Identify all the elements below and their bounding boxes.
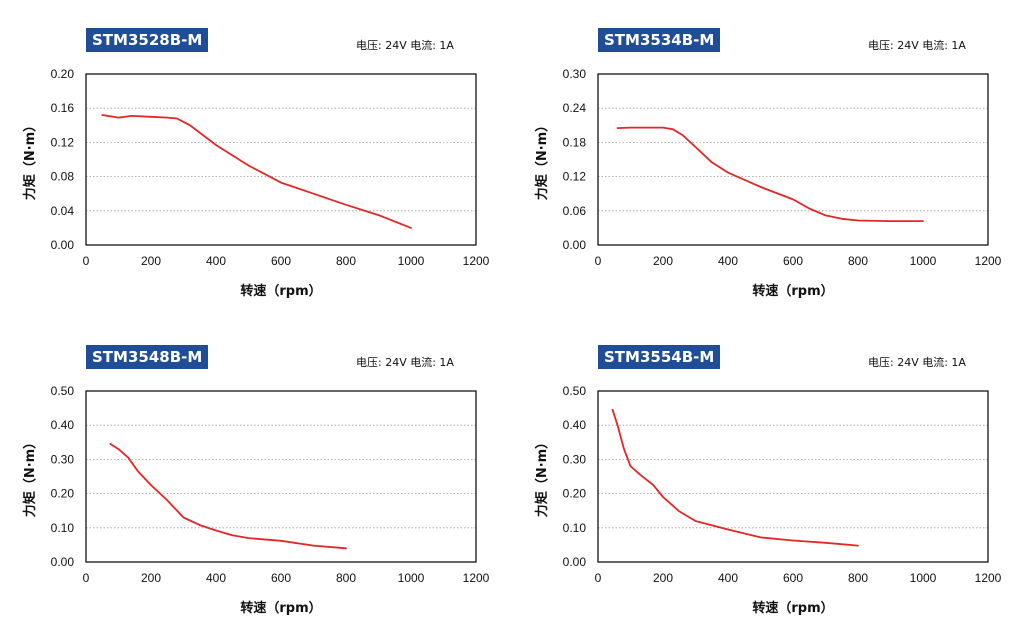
y-tick-label: 0.08 [51, 170, 75, 184]
x-tick-label: 1200 [463, 254, 490, 268]
chart-subtitle: 电压: 24V 电流: 1A [356, 39, 454, 52]
y-tick-label: 0.30 [51, 452, 75, 466]
chart-title: STM3528B-M [86, 28, 209, 52]
y-tick-label: 0.00 [563, 238, 587, 252]
y-tick-label: 0.50 [51, 384, 75, 398]
x-tick-label: 600 [783, 254, 803, 268]
y-axis-label: 力矩（N·m） [22, 119, 38, 200]
chart-subtitle: 电压: 24V 电流: 1A [868, 356, 966, 369]
x-axis-label: 转速（rpm） [752, 283, 833, 299]
x-axis-label: 转速（rpm） [240, 600, 321, 616]
x-tick-label: 0 [595, 571, 602, 585]
y-tick-label: 0.10 [563, 521, 587, 535]
chart-panel-1: STM3534B-M 电压: 24V 电流: 1A 0.00 0.06 0.12 0.… [512, 0, 1024, 319]
y-tick-label: 0.06 [563, 204, 587, 218]
plot-frame [85, 390, 477, 563]
x-tick-label: 600 [271, 254, 291, 268]
y-tick-label: 0.30 [563, 67, 587, 81]
y-tick-label: 0.00 [563, 555, 587, 569]
y-tick-label: 0.00 [51, 555, 75, 569]
y-tick-label: 0.50 [563, 384, 587, 398]
x-tick-label: 200 [653, 254, 673, 268]
y-tick-label: 0.00 [51, 238, 75, 252]
chart-title: STM3548B-M [86, 345, 209, 369]
series-line [611, 408, 859, 547]
y-tick-label: 0.30 [563, 452, 587, 466]
x-axis-label: 转速（rpm） [240, 283, 321, 299]
x-tick-label: 0 [83, 571, 90, 585]
x-tick-label: 800 [848, 254, 868, 268]
x-tick-label: 1000 [910, 254, 937, 268]
chart-plot: 0.00 0.06 0.12 0.18 0.24 0.30 0 200 400 600 800 100… [534, 67, 1002, 299]
chart-title: STM3534B-M [598, 28, 721, 52]
y-tick-label: 0.24 [563, 101, 587, 115]
chart-panel-0: STM3528B-M 电压: 24V 电流: 1A 0.00 0.04 0.08 0.… [0, 0, 512, 319]
x-tick-label: 400 [206, 254, 226, 268]
x-tick-label: 400 [718, 254, 738, 268]
y-tick-label: 0.40 [51, 418, 75, 432]
x-tick-label: 800 [336, 254, 356, 268]
y-tick-label: 0.18 [563, 135, 587, 149]
plot-frame [85, 73, 477, 246]
x-tick-label: 1200 [975, 571, 1002, 585]
x-tick-label: 1200 [975, 254, 1002, 268]
y-axis-label: 力矩（N·m） [534, 119, 550, 200]
chart-panel-2: STM3548B-M 电压: 24V 电流: 1A 0.00 0.10 0.20 0.… [0, 317, 512, 636]
series-line [616, 126, 924, 222]
x-tick-label: 800 [848, 571, 868, 585]
y-tick-label: 0.12 [563, 170, 587, 184]
y-axis-label: 力矩（N·m） [22, 436, 38, 517]
x-tick-label: 400 [718, 571, 738, 585]
x-tick-label: 400 [206, 571, 226, 585]
series-line [101, 114, 412, 229]
x-axis-label: 转速（rpm） [752, 600, 833, 616]
y-tick-label: 0.04 [51, 204, 75, 218]
plot-frame [597, 73, 989, 246]
x-tick-label: 1000 [398, 254, 425, 268]
y-tick-label: 0.16 [51, 101, 75, 115]
x-tick-label: 1200 [463, 571, 490, 585]
x-tick-label: 600 [271, 571, 291, 585]
x-tick-label: 0 [83, 254, 90, 268]
x-tick-label: 200 [141, 571, 161, 585]
chart-title: STM3554B-M [598, 345, 721, 369]
y-axis-label: 力矩（N·m） [534, 436, 550, 517]
x-tick-label: 1000 [398, 571, 425, 585]
y-tick-label: 0.12 [51, 135, 75, 149]
x-tick-label: 600 [783, 571, 803, 585]
y-tick-label: 0.20 [563, 487, 587, 501]
x-tick-label: 200 [141, 254, 161, 268]
x-tick-label: 1000 [910, 571, 937, 585]
y-tick-label: 0.20 [51, 487, 75, 501]
x-tick-label: 800 [336, 571, 356, 585]
chart-plot: 0.00 0.10 0.20 0.30 0.40 0.50 0 200 400 600 800 100… [22, 384, 490, 616]
plot-frame [597, 390, 989, 563]
y-tick-label: 0.40 [563, 418, 587, 432]
x-tick-label: 0 [595, 254, 602, 268]
chart-subtitle: 电压: 24V 电流: 1A [868, 39, 966, 52]
chart-plot: 0.00 0.10 0.20 0.30 0.40 0.50 0 200 400 600 800 100… [534, 384, 1002, 616]
y-tick-label: 0.20 [51, 67, 75, 81]
chart-panel-3: STM3554B-M 电压: 24V 电流: 1A 0.00 0.10 0.20 0.… [512, 317, 1024, 636]
chart-subtitle: 电压: 24V 电流: 1A [356, 356, 454, 369]
chart-plot: 0.00 0.04 0.08 0.12 0.16 0.20 0 200 400 600 800 100… [22, 67, 490, 299]
series-line [109, 443, 347, 550]
x-tick-label: 200 [653, 571, 673, 585]
y-tick-label: 0.10 [51, 521, 75, 535]
